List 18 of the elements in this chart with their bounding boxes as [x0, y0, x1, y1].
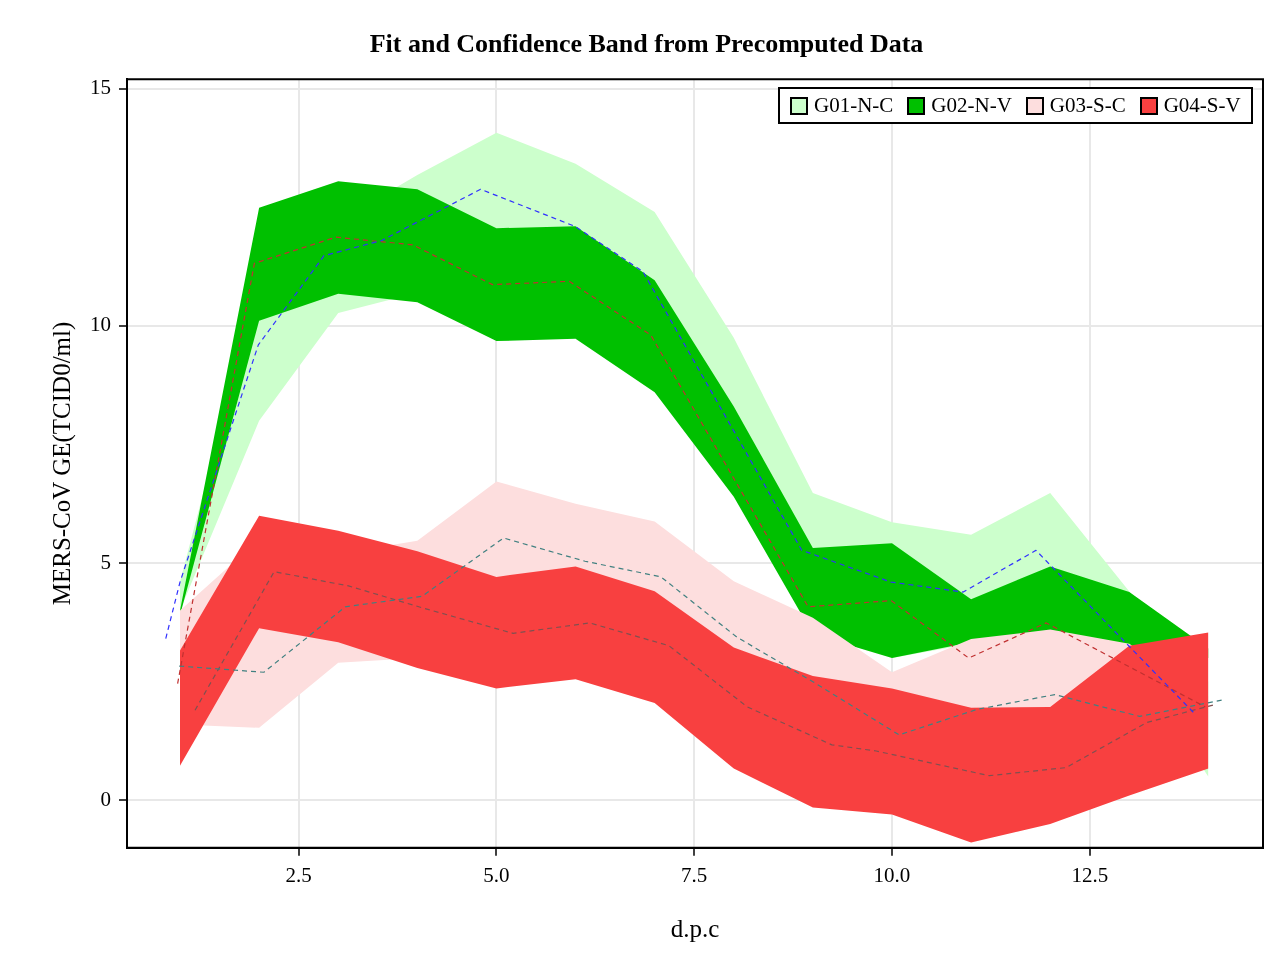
y-tick-label: 15 [90, 75, 111, 100]
legend-label: G01-N-C [814, 93, 894, 119]
x-tick-label: 7.5 [681, 862, 708, 887]
x-tick-label: 5.0 [483, 862, 510, 887]
legend-label: G04-S-V [1163, 93, 1241, 119]
line-series [178, 537, 1225, 736]
x-tick-label: 12.5 [1071, 862, 1109, 887]
y-axis-title: MERS-CoV GE(TCID0/ml) [47, 321, 76, 606]
y-tick-label: 0 [100, 786, 111, 811]
legend-label: G02-N-V [931, 93, 1012, 119]
y-tick-label: 10 [90, 312, 111, 337]
x-tick-label: 10.0 [873, 862, 911, 887]
x-axis-title: d.p.c [670, 914, 720, 942]
x-tick-label: 2.5 [285, 862, 312, 887]
line-series [194, 571, 1214, 777]
chart-title: Fit and Confidence Band from Precomputed Data [369, 29, 924, 59]
y-tick-label: 5 [100, 549, 111, 574]
legend-label: G03-S-C [1049, 93, 1126, 119]
